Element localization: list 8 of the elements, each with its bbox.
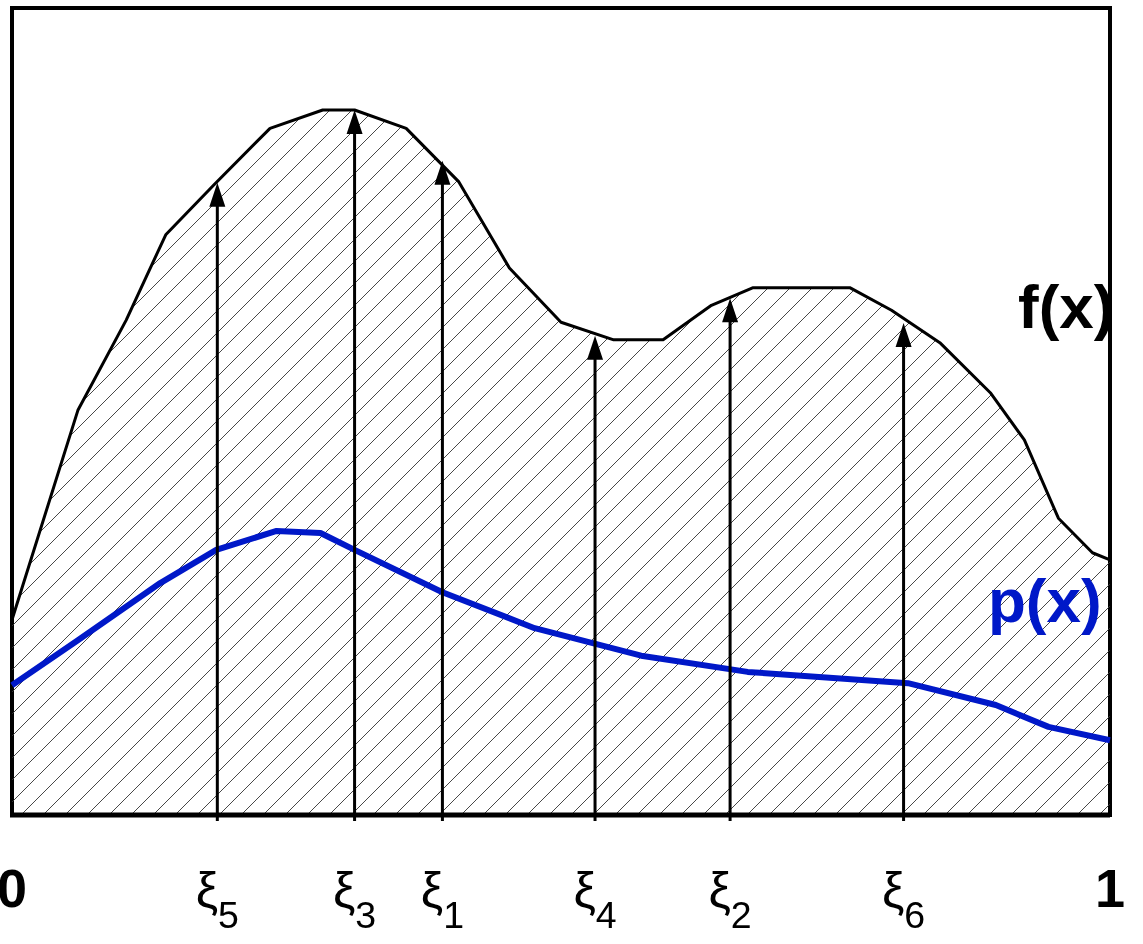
series-label: f(x) — [1018, 271, 1115, 341]
x-tick-label: 1 — [1094, 858, 1126, 918]
annotation: ξ$_{6}$ — [881, 862, 926, 936]
annotation: ξ$_{1}$ — [420, 862, 465, 936]
annotation: ξ$_{5}$ — [195, 862, 239, 936]
annotation: ξ$_{4}$ — [573, 862, 617, 936]
annotation: ξ$_{3}$ — [332, 862, 377, 936]
annotation: ξ$_{2}$ — [708, 862, 752, 936]
